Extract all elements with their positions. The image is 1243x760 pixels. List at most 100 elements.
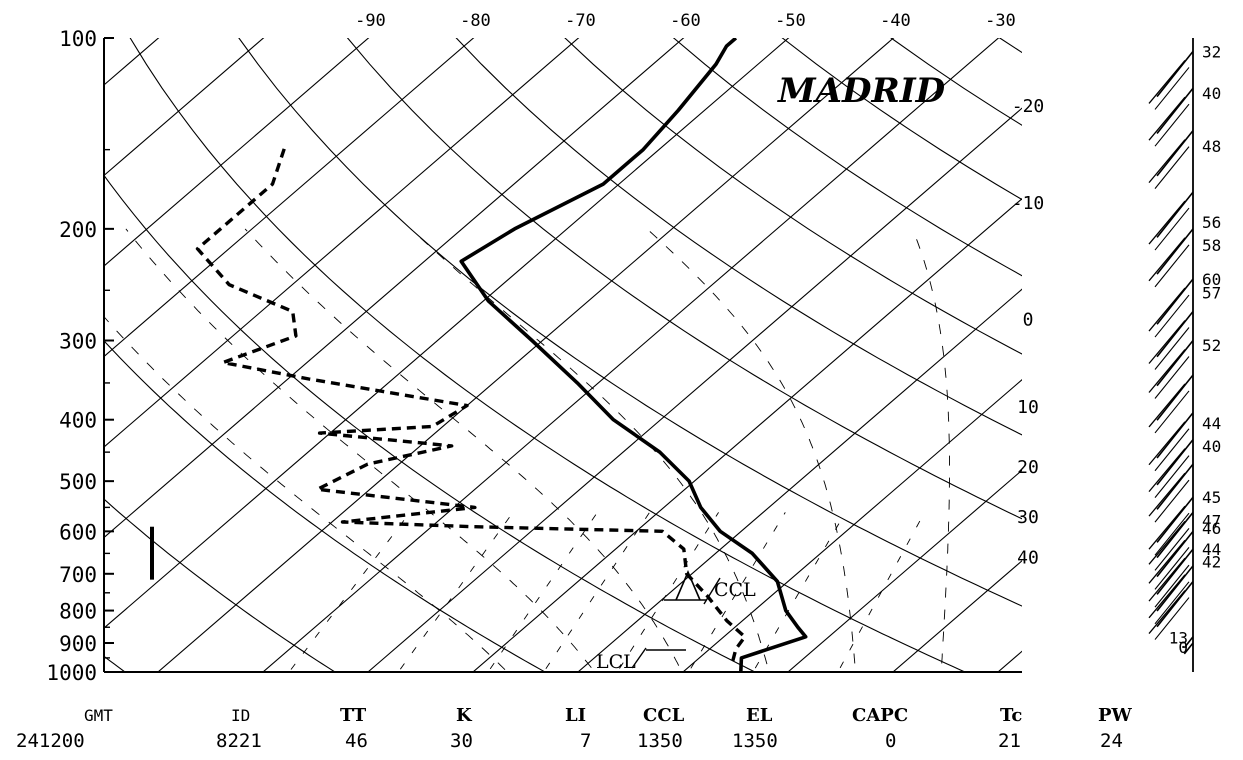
wind-speed-label: 44 (1202, 414, 1221, 433)
wind-speed-label: 44 (1202, 540, 1221, 559)
pressure-tick-label: 900 (59, 632, 97, 656)
wind-barb-feather (1154, 67, 1190, 110)
wind-barb (1156, 439, 1194, 486)
right-temperature-label: 30 (1017, 507, 1039, 528)
summary-header-li: LI (565, 705, 586, 726)
wind-barb-feather (1148, 383, 1186, 428)
dewpoint-trace (195, 145, 747, 662)
wind-speed-label: 57 (1202, 283, 1221, 302)
wind-barb (1156, 310, 1194, 358)
summary-value-k: 30 (450, 730, 473, 752)
wind-barb (1156, 412, 1194, 459)
isotherm-line (104, 38, 685, 539)
wind-barb-feather (1148, 60, 1186, 104)
summary-value-el: 1350 (732, 730, 778, 752)
pressure-tick-label: 600 (59, 520, 97, 544)
wind-barb (1156, 191, 1194, 238)
wind-barb (1156, 581, 1194, 628)
wind-barb-feather (1154, 244, 1190, 288)
top-temperature-label: -60 (670, 11, 701, 31)
wind-barb-feather (1154, 428, 1190, 472)
mixing-ratio-line (543, 512, 650, 672)
dry-adiabat-line (346, 38, 1022, 520)
chart-title: MADRID (777, 71, 946, 111)
wind-speed-label: 32 (1202, 42, 1221, 61)
wind-barb-feather (1148, 139, 1186, 184)
ccl-marker: CCL (664, 569, 756, 605)
wind-barb-feather (1148, 320, 1186, 364)
wind-speed-label: 60 (1202, 270, 1221, 289)
wind-barb-feather (1148, 505, 1186, 550)
top-temperature-label: -80 (460, 11, 491, 31)
wind-speed-label: 58 (1202, 236, 1221, 255)
pressure-tick-label: 800 (59, 600, 97, 624)
isotherm-line (104, 38, 370, 267)
dry-adiabat-line (104, 498, 336, 672)
summary-table: GMT ID TT K LI CCL EL CAPC Tc PW 241200 … (16, 705, 1133, 752)
wind-barb-feather (1148, 448, 1186, 493)
isotherm-line (104, 38, 265, 177)
profile-traces (195, 38, 808, 672)
wind-barb-feather (1154, 547, 1190, 590)
summary-header-gmt: GMT (84, 706, 113, 725)
summary-value-gmt: 241200 (16, 730, 85, 752)
right-temperature-label: 0 (1023, 310, 1034, 331)
wind-speed-label: 52 (1202, 336, 1221, 355)
mixing-ratio-line (616, 512, 719, 672)
summary-value-tt: 46 (345, 730, 368, 752)
summary-header-pw: PW (1098, 705, 1133, 726)
summary-header-el: EL (746, 705, 773, 726)
wind-barb (1183, 636, 1194, 649)
top-temperature-label: -50 (775, 11, 806, 31)
wind-barb-feather (1154, 146, 1190, 189)
wind-barb-feather (1148, 200, 1186, 245)
isotherm-line (367, 107, 1022, 672)
wind-barb-feather (1148, 421, 1186, 466)
summary-header-tt: TT (340, 705, 367, 726)
top-temperature-label: -70 (565, 11, 596, 31)
isotherm-line (104, 38, 790, 629)
wind-barb-feather (1148, 287, 1186, 332)
moist-adiabat-line (125, 228, 596, 672)
right-temperature-label: 40 (1017, 548, 1039, 569)
pressure-tick-label: 300 (59, 329, 97, 353)
summary-header-capc: CAPC (852, 705, 908, 726)
summary-value-tc: 21 (998, 730, 1021, 752)
wind-barb (1156, 50, 1194, 98)
pressure-tick-label: 400 (59, 409, 97, 433)
top-temperature-label: -40 (880, 11, 911, 31)
wind-speed-label: 42 (1202, 553, 1221, 572)
wind-barb-feather (1148, 96, 1186, 141)
dry-adiabat-line (104, 340, 547, 672)
mixing-ratio-lines (288, 512, 925, 672)
wind-barb (1156, 463, 1194, 510)
isotherm-line (104, 38, 580, 448)
wind-barb-feather (1154, 581, 1190, 625)
wind-barb-feather (1154, 528, 1190, 571)
wind-speed-label: 45 (1202, 488, 1221, 507)
wind-barb-feather (1154, 327, 1190, 370)
pressure-tick-label: 100 (59, 27, 97, 51)
isotherm-line (577, 288, 1022, 672)
summary-value-capc: 0 (885, 730, 896, 752)
summary-value-ccl: 1350 (637, 730, 683, 752)
dry-adiabat-line (104, 174, 757, 672)
wind-barb-feather (1148, 590, 1186, 634)
summary-header-id: ID (231, 706, 250, 725)
mixing-ratio-line (752, 512, 846, 672)
wind-barb-feather (1148, 472, 1186, 517)
summary-value-pw: 24 (1100, 730, 1123, 752)
summary-value-id: 8221 (216, 730, 262, 752)
wind-barb-feather (1154, 564, 1190, 608)
wind-speed-label: 0 (1178, 638, 1188, 657)
isotherm-line (104, 38, 475, 358)
wind-barb-feather (1154, 103, 1190, 147)
dry-adiabat-line (238, 38, 1022, 607)
wind-barb-feather (1154, 294, 1190, 338)
mixing-ratio-line (397, 512, 514, 672)
wind-barb (1156, 278, 1194, 325)
wind-barb (1156, 565, 1194, 612)
